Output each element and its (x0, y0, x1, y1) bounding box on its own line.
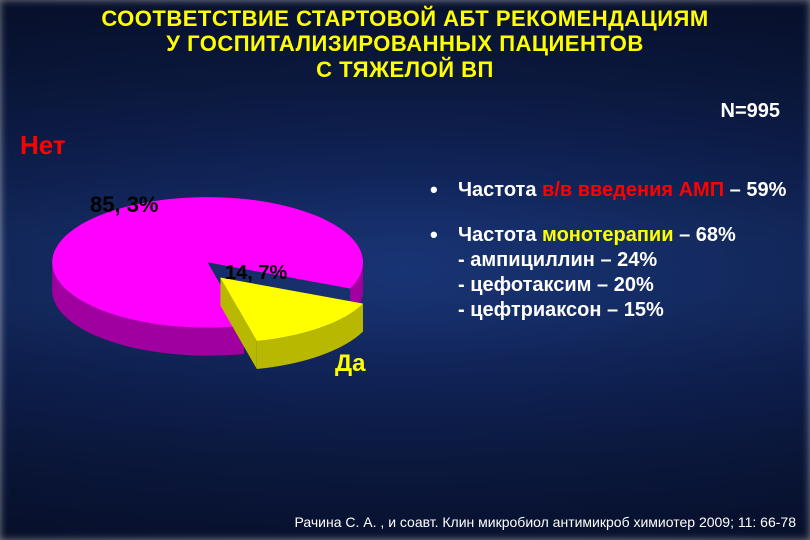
title-line: С ТЯЖЕЛОЙ ВП (0, 57, 810, 82)
bullet-list: Частота в/в введения АМП – 59% Частота мо… (430, 178, 790, 343)
bullet-text: Частота монотерапии – 68% (458, 224, 736, 246)
bullet-sub: - цефтриаксон – 15% (458, 298, 790, 323)
bullet-sub: - ампициллин – 24% (458, 248, 790, 273)
title-line: СООТВЕТСТВИЕ СТАРТОВОЙ АБТ РЕКОМЕНДАЦИЯМ (0, 6, 810, 31)
pie-label-exploded: 14, 7% (225, 262, 287, 285)
bullet-item: Частота монотерапии – 68%- ампициллин – … (430, 223, 790, 323)
citation: Рачина С. А. , и соавт. Клин микробиол а… (295, 514, 796, 530)
da-label: Да (335, 350, 365, 378)
no-label: Нет (20, 130, 66, 161)
bullet-text: Частота в/в введения АМП – 59% (458, 179, 786, 201)
slide-title: СООТВЕТСТВИЕ СТАРТОВОЙ АБТ РЕКОМЕНДАЦИЯМ… (0, 0, 810, 82)
pie-label-main: 85, 3% (90, 192, 159, 218)
bullet-sub: - цефотаксим – 20% (458, 273, 790, 298)
bullet-item: Частота в/в введения АМП – 59% (430, 178, 790, 203)
title-line: У ГОСПИТАЛИЗИРОВАННЫХ ПАЦИЕНТОВ (0, 31, 810, 56)
slide: СООТВЕТСТВИЕ СТАРТОВОЙ АБТ РЕКОМЕНДАЦИЯМ… (0, 0, 810, 540)
n-label: N=995 (721, 100, 781, 123)
